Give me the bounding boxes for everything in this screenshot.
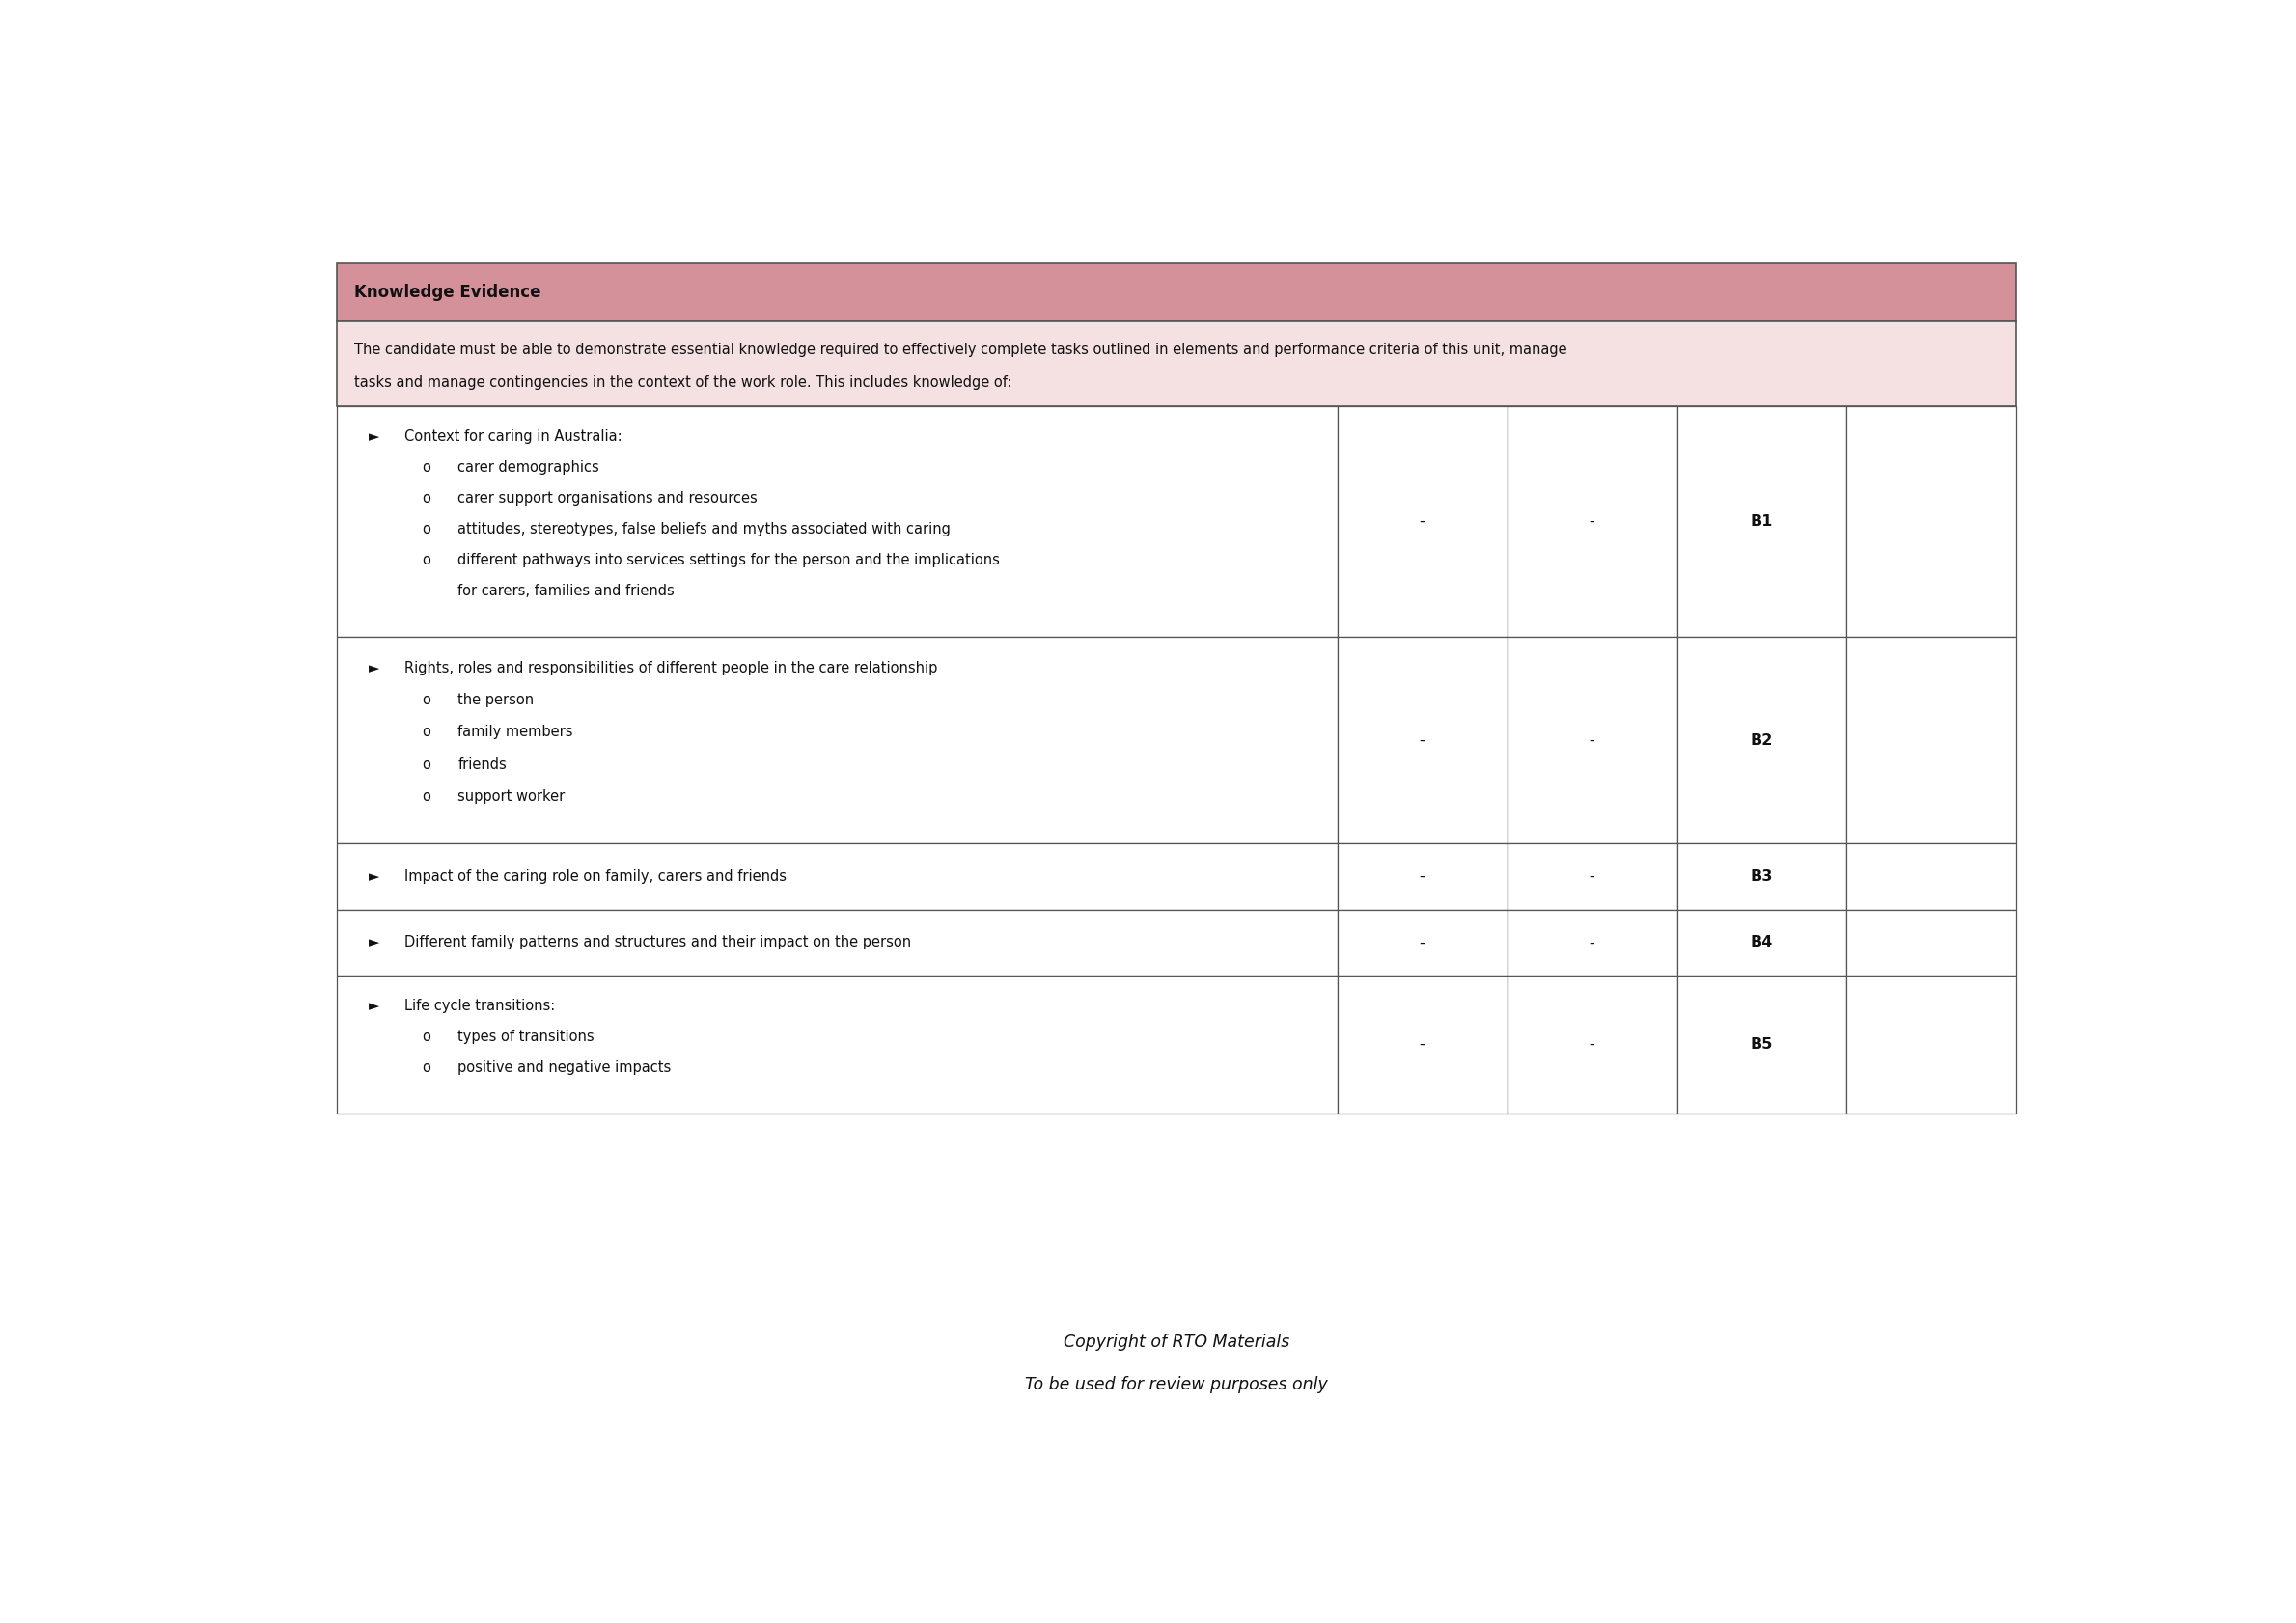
Bar <box>338 975 1336 1113</box>
Text: B4: B4 <box>1750 935 1773 949</box>
Text: -: - <box>1419 734 1426 748</box>
Text: tasks and manage contingencies in the context of the work role. This includes kn: tasks and manage contingencies in the co… <box>354 375 1013 390</box>
Bar <box>1506 406 1676 638</box>
Text: o: o <box>422 1029 432 1044</box>
Bar <box>1336 975 1506 1113</box>
Text: -: - <box>1589 935 1596 949</box>
Text: -: - <box>1589 1037 1596 1052</box>
Text: carer demographics: carer demographics <box>457 461 599 474</box>
Bar <box>1846 909 2016 975</box>
Text: -: - <box>1419 935 1426 949</box>
Text: Context for caring in Australia:: Context for caring in Australia: <box>404 428 622 443</box>
Text: support worker: support worker <box>457 789 565 803</box>
Text: positive and negative impacts: positive and negative impacts <box>457 1060 670 1074</box>
Text: carer support organisations and resources: carer support organisations and resource… <box>457 492 758 506</box>
Text: Knowledge Evidence: Knowledge Evidence <box>354 284 542 300</box>
Text: o: o <box>422 756 432 771</box>
Text: B2: B2 <box>1750 734 1773 748</box>
Text: -: - <box>1589 514 1596 529</box>
Text: for carers, families and friends: for carers, families and friends <box>457 584 675 599</box>
Text: o: o <box>422 693 432 708</box>
Bar <box>1846 844 2016 909</box>
Bar <box>338 321 2016 406</box>
Text: -: - <box>1419 1037 1426 1052</box>
Text: -: - <box>1589 734 1596 748</box>
Bar <box>338 406 1336 638</box>
Text: The candidate must be able to demonstrate essential knowledge required to effect: The candidate must be able to demonstrat… <box>354 342 1568 357</box>
Text: ►: ► <box>370 661 379 675</box>
Text: attitudes, stereotypes, false beliefs and myths associated with caring: attitudes, stereotypes, false beliefs an… <box>457 523 951 537</box>
Text: o: o <box>422 1060 432 1074</box>
Text: o: o <box>422 523 432 537</box>
Bar <box>1676 844 1846 909</box>
Bar <box>1676 975 1846 1113</box>
Bar <box>1336 844 1506 909</box>
Bar <box>1676 638 1846 844</box>
Bar <box>338 263 2016 321</box>
Text: B3: B3 <box>1750 870 1773 883</box>
Bar <box>1846 975 2016 1113</box>
Text: Different family patterns and structures and their impact on the person: Different family patterns and structures… <box>404 935 912 949</box>
Text: Impact of the caring role on family, carers and friends: Impact of the caring role on family, car… <box>404 870 788 883</box>
Text: -: - <box>1589 870 1596 883</box>
Bar <box>1506 909 1676 975</box>
Bar <box>1506 844 1676 909</box>
Text: family members: family members <box>457 725 574 740</box>
Bar <box>1506 975 1676 1113</box>
Bar <box>1676 909 1846 975</box>
Bar <box>1336 638 1506 844</box>
Bar <box>1336 406 1506 638</box>
Text: o: o <box>422 492 432 506</box>
Text: ►: ► <box>370 428 379 443</box>
Bar <box>338 909 1336 975</box>
Text: ►: ► <box>370 935 379 949</box>
Text: o: o <box>422 789 432 803</box>
Bar <box>1336 909 1506 975</box>
Text: o: o <box>422 725 432 740</box>
Bar <box>1846 638 2016 844</box>
Text: B5: B5 <box>1750 1037 1773 1052</box>
Bar <box>338 638 1336 844</box>
Text: different pathways into services settings for the person and the implications: different pathways into services setting… <box>457 553 1001 568</box>
Text: Rights, roles and responsibilities of different people in the care relationship: Rights, roles and responsibilities of di… <box>404 661 937 675</box>
Bar <box>1846 406 2016 638</box>
Bar <box>338 844 1336 909</box>
Text: To be used for review purposes only: To be used for review purposes only <box>1026 1376 1327 1393</box>
Text: o: o <box>422 553 432 568</box>
Text: the person: the person <box>457 693 535 708</box>
Text: ►: ► <box>370 870 379 883</box>
Text: o: o <box>422 461 432 474</box>
Text: types of transitions: types of transitions <box>457 1029 595 1044</box>
Text: -: - <box>1419 870 1426 883</box>
Text: Life cycle transitions:: Life cycle transitions: <box>404 998 556 1013</box>
Text: B1: B1 <box>1750 514 1773 529</box>
Text: -: - <box>1419 514 1426 529</box>
Text: ►: ► <box>370 998 379 1013</box>
Text: friends: friends <box>457 756 507 771</box>
Text: Copyright of RTO Materials: Copyright of RTO Materials <box>1063 1334 1290 1350</box>
Bar <box>1676 406 1846 638</box>
Bar <box>1506 638 1676 844</box>
